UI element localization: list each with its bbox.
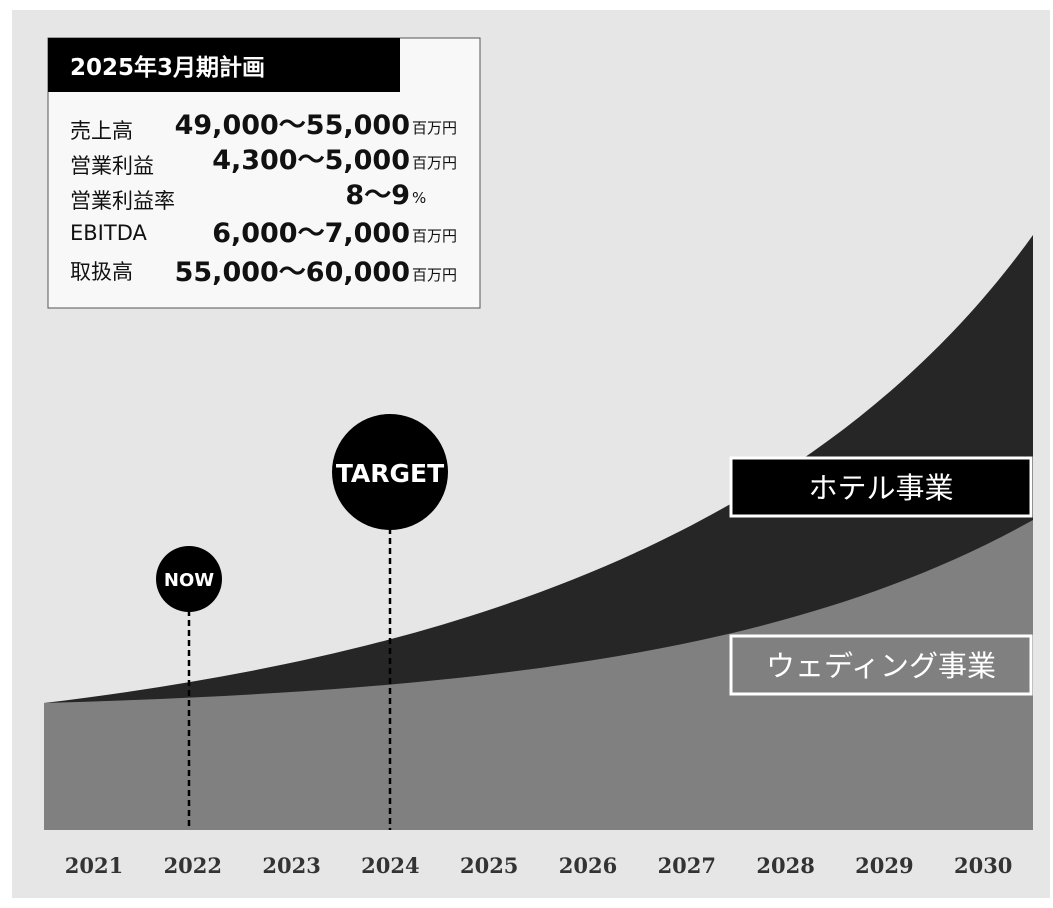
plan-header: [48, 38, 400, 92]
year-label: 2026: [559, 853, 617, 878]
row-value: 4,300〜5,000: [212, 145, 410, 176]
year-label: 2029: [855, 853, 913, 878]
hotel-label: ホテル事業: [808, 471, 953, 505]
year-label: 2022: [164, 853, 222, 878]
row-unit: 百万円: [412, 119, 457, 137]
year-label: 2027: [658, 853, 716, 878]
wedding-label: ウェディング事業: [766, 649, 996, 683]
year-label: 2021: [65, 853, 123, 878]
now-marker: [156, 546, 222, 612]
target-label: TARGET: [336, 459, 444, 488]
row-value: 55,000〜60,000: [175, 257, 410, 288]
row-label: 営業利益: [70, 154, 154, 178]
row-value: 8〜9: [345, 180, 410, 211]
year-label: 2024: [361, 853, 419, 878]
row-label: 営業利益率: [70, 189, 175, 213]
year-axis: 2021 2022 2023 2024 2025 2026 2027 2028 2029 2030: [65, 853, 1013, 878]
now-label: NOW: [164, 570, 214, 591]
plan-title: 2025年3月期計画: [70, 54, 265, 81]
row-unit: 百万円: [412, 266, 457, 284]
row-label: 取扱高: [70, 260, 133, 284]
row-label: 売上高: [70, 119, 133, 143]
year-label: 2028: [756, 853, 814, 878]
target-marker: [332, 414, 448, 530]
year-label: 2023: [262, 853, 320, 878]
hotel-box: [729, 456, 1033, 518]
year-label: 2030: [954, 853, 1012, 878]
row-label: EBITDA: [70, 221, 147, 245]
row-value: 49,000〜55,000: [175, 110, 410, 141]
row-unit: 百万円: [412, 154, 457, 172]
wedding-area: [44, 520, 1033, 830]
year-label: 2025: [460, 853, 518, 878]
row-unit: 百万円: [412, 227, 457, 245]
wedding-box: [729, 634, 1033, 696]
row-unit: %: [412, 189, 426, 207]
row-value: 6,000〜7,000: [212, 218, 410, 249]
